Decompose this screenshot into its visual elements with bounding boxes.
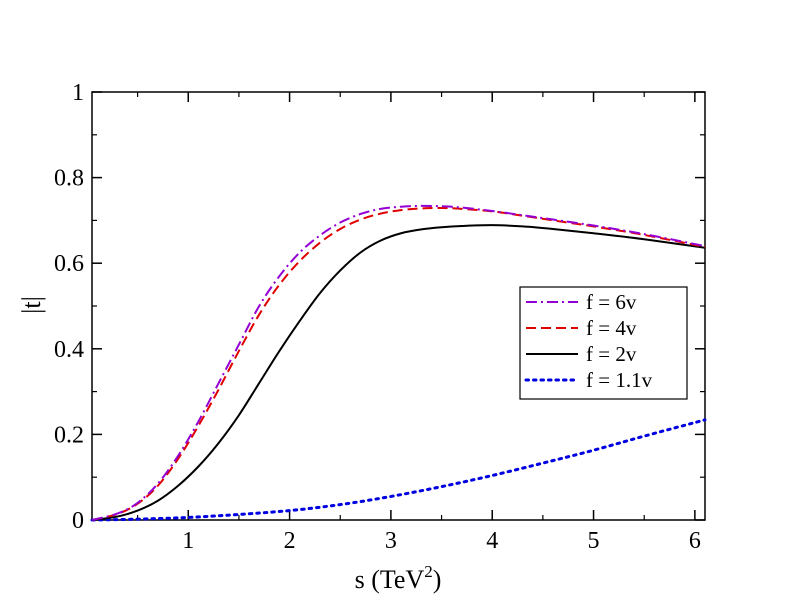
legend-label: f = 2v <box>586 342 637 366</box>
series-line-3 <box>91 224 706 521</box>
x-tick-label: 2 <box>284 528 296 554</box>
x-tick-label: 6 <box>689 528 701 554</box>
x-axis-title-main: s (TeV <box>355 565 425 594</box>
x-tick-label: 1 <box>182 528 194 554</box>
series-lines <box>90 204 707 522</box>
series-line-2 <box>91 206 706 521</box>
y-tick-label: 0.4 <box>54 337 84 363</box>
x-axis-title-end: ) <box>433 565 442 594</box>
legend-label: f = 6v <box>586 290 637 314</box>
y-tick-label: 0.6 <box>54 251 84 277</box>
series-line-1 <box>91 204 706 521</box>
y-axis-title: |t| <box>17 296 46 314</box>
y-tick-label: 1 <box>72 80 84 106</box>
legend: f = 6vf = 4vf = 2vf = 1.1v <box>519 286 688 400</box>
legend-label: f = 4v <box>586 316 637 340</box>
x-axis-title-superscript: 2 <box>424 562 433 581</box>
x-tick-label: 4 <box>486 528 498 554</box>
y-tick-label: 0.8 <box>54 166 84 192</box>
legend-label: f = 1.1v <box>586 368 653 392</box>
axis-ticks: 1 2 3 4 5 6 0 0.2 0.4 0.6 0.8 1 <box>54 80 705 554</box>
series-line-4 <box>90 418 707 522</box>
y-tick-label: 0.2 <box>54 422 84 448</box>
x-tick-label: 5 <box>588 528 600 554</box>
x-axis-title: s (TeV2) <box>355 562 442 594</box>
x-tick-label: 3 <box>385 528 397 554</box>
y-tick-label: 0 <box>72 508 84 534</box>
